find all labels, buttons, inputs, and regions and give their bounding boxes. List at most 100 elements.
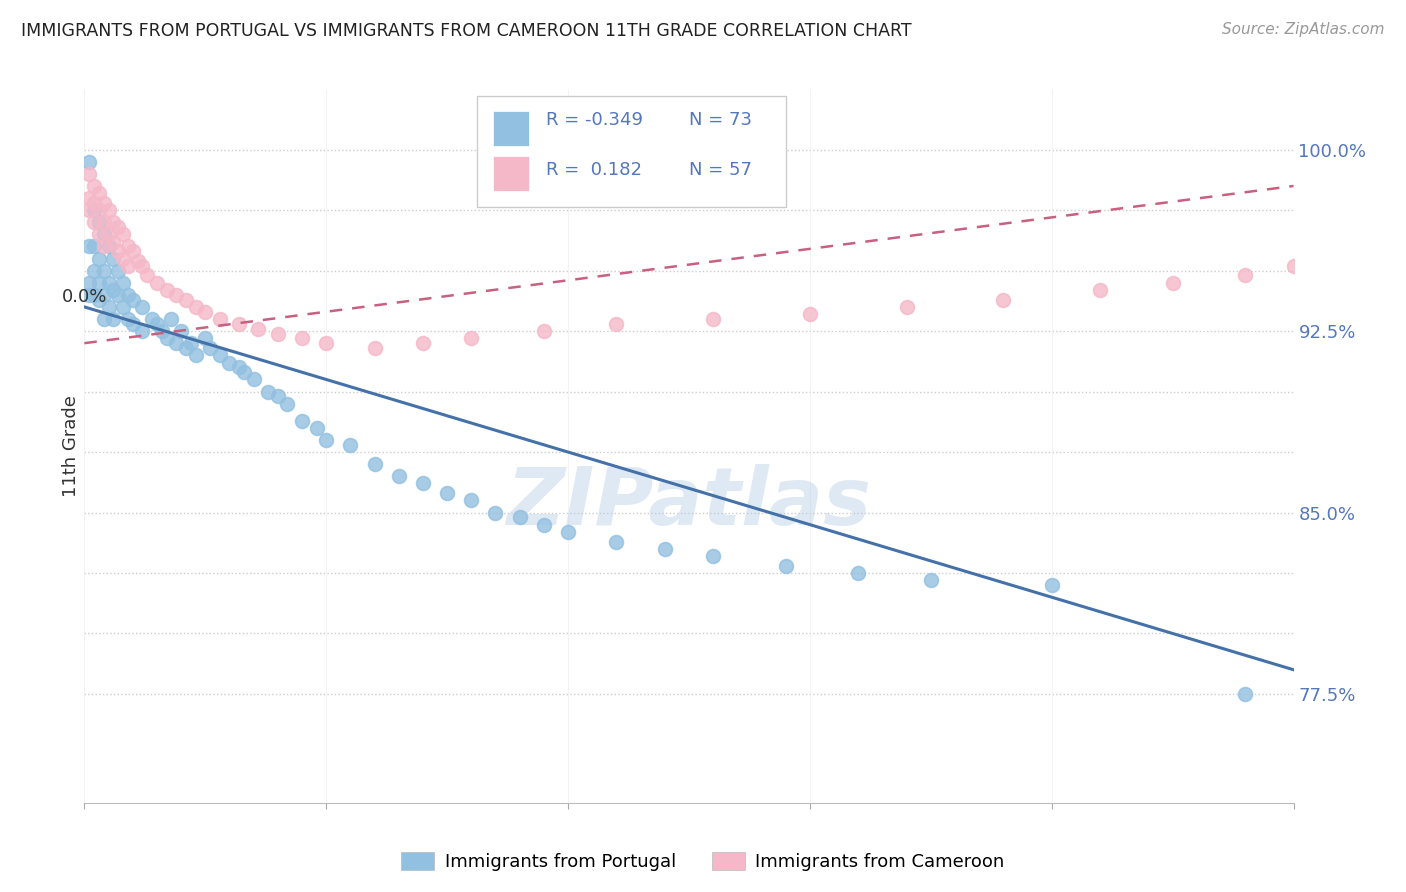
Point <box>533 517 555 532</box>
Point <box>799 307 821 321</box>
FancyBboxPatch shape <box>494 155 529 191</box>
Point <box>150 324 173 338</box>
Text: N = 73: N = 73 <box>689 111 752 128</box>
Point <box>363 457 385 471</box>
Point <box>117 288 139 302</box>
Point <box>87 276 110 290</box>
Point <box>1322 220 1344 235</box>
Point <box>97 227 120 242</box>
Text: IMMIGRANTS FROM PORTUGAL VS IMMIGRANTS FROM CAMEROON 11TH GRADE CORRELATION CHAR: IMMIGRANTS FROM PORTUGAL VS IMMIGRANTS F… <box>21 22 911 40</box>
Point <box>1040 578 1063 592</box>
Point <box>315 336 337 351</box>
Text: R = -0.349: R = -0.349 <box>547 111 644 128</box>
Point <box>174 341 197 355</box>
Point <box>339 438 361 452</box>
Point <box>233 365 256 379</box>
Point <box>267 326 290 341</box>
Point <box>77 288 100 302</box>
Point <box>436 486 458 500</box>
Point <box>165 336 187 351</box>
Point <box>198 341 221 355</box>
Point <box>97 300 120 314</box>
Point <box>184 348 207 362</box>
Point <box>107 220 129 235</box>
Point <box>103 283 125 297</box>
Point <box>291 331 314 345</box>
Point <box>112 252 135 266</box>
Point <box>460 493 482 508</box>
Point <box>846 566 869 580</box>
Point <box>228 360 250 375</box>
Point <box>702 312 724 326</box>
Point <box>87 227 110 242</box>
Text: Source: ZipAtlas.com: Source: ZipAtlas.com <box>1222 22 1385 37</box>
Point <box>87 186 110 201</box>
Point <box>654 541 676 556</box>
Text: R =  0.182: R = 0.182 <box>547 161 643 178</box>
Point <box>121 317 143 331</box>
Point <box>93 215 115 229</box>
Point <box>83 178 105 193</box>
Point <box>77 276 100 290</box>
Point <box>103 312 125 326</box>
Point <box>208 312 231 326</box>
Point <box>117 312 139 326</box>
Point <box>993 293 1015 307</box>
Point <box>77 167 100 181</box>
Y-axis label: 11th Grade: 11th Grade <box>62 395 80 497</box>
Point <box>121 244 143 259</box>
Point <box>1355 178 1378 193</box>
Point <box>93 227 115 242</box>
Point <box>97 203 120 218</box>
Point <box>1340 203 1362 218</box>
FancyBboxPatch shape <box>478 96 786 207</box>
Point <box>93 288 115 302</box>
Point <box>509 510 531 524</box>
Point <box>107 244 129 259</box>
Point <box>93 195 115 210</box>
Point <box>228 317 250 331</box>
Point <box>775 558 797 573</box>
Point <box>77 203 100 218</box>
Point <box>160 312 183 326</box>
Point <box>107 288 129 302</box>
Point <box>702 549 724 563</box>
Point <box>194 304 217 318</box>
Point <box>83 195 105 210</box>
Point <box>291 414 314 428</box>
Point <box>605 317 627 331</box>
Point <box>194 331 217 345</box>
Point <box>87 203 110 218</box>
Point <box>141 312 163 326</box>
Point <box>1369 167 1392 181</box>
Point <box>93 239 115 253</box>
Point <box>77 239 100 253</box>
Point <box>146 317 169 331</box>
Point <box>83 215 105 229</box>
Point <box>155 283 177 297</box>
Point <box>412 476 434 491</box>
Point <box>103 235 125 249</box>
Point <box>87 215 110 229</box>
Point <box>103 215 125 229</box>
Point <box>103 252 125 266</box>
Point <box>257 384 280 399</box>
Point <box>155 331 177 345</box>
Point <box>112 276 135 290</box>
Point <box>107 263 129 277</box>
Point <box>136 268 159 283</box>
Point <box>87 252 110 266</box>
Point <box>896 300 918 314</box>
Point <box>315 433 337 447</box>
Point <box>146 276 169 290</box>
Point <box>77 191 100 205</box>
Point <box>412 336 434 351</box>
Point <box>131 259 153 273</box>
Point <box>83 263 105 277</box>
Point <box>484 506 506 520</box>
Point <box>83 239 105 253</box>
Point <box>180 336 202 351</box>
Point <box>83 288 105 302</box>
Point <box>184 300 207 314</box>
Point <box>276 397 298 411</box>
